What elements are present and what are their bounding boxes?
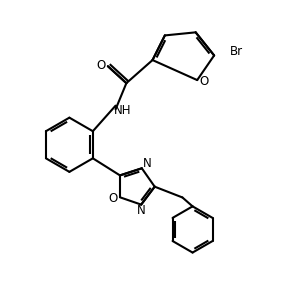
Text: O: O	[199, 75, 209, 88]
Text: N: N	[137, 204, 145, 217]
Text: N: N	[143, 157, 152, 170]
Text: O: O	[96, 59, 106, 72]
Text: Br: Br	[230, 45, 243, 58]
Text: O: O	[108, 192, 118, 205]
Text: NH: NH	[114, 104, 131, 117]
